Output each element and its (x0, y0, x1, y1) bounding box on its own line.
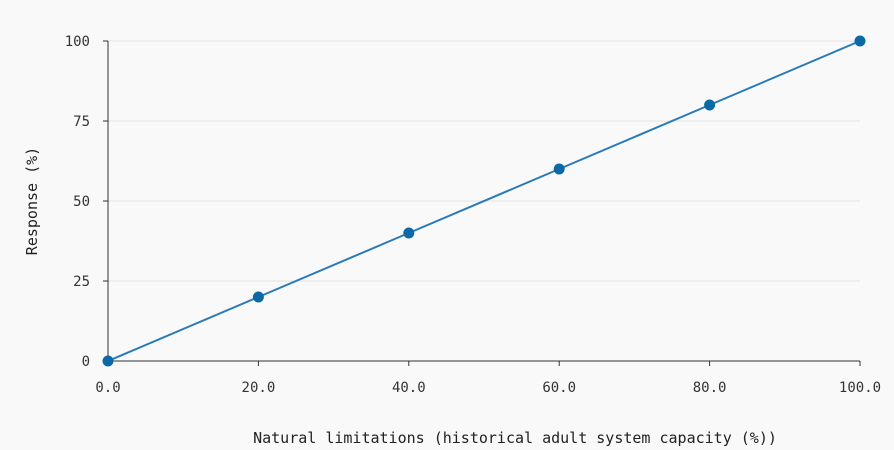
data-point (403, 227, 415, 239)
series (102, 35, 866, 367)
tick-labels: 0 25 50 75 100 0.0 20.0 40.0 60.0 80.0 100.0 (65, 34, 881, 396)
x-tick-label: 0.0 (95, 380, 120, 396)
data-point (102, 355, 114, 367)
x-axis-title: Natural limitations (historical adult sy… (253, 429, 777, 447)
y-tick-label: 0 (82, 354, 90, 370)
y-tick-label: 75 (73, 114, 90, 130)
data-point (553, 163, 565, 175)
x-tick-label: 80.0 (693, 380, 727, 396)
y-axis-title: Response (%) (23, 147, 41, 255)
x-tick-label: 100.0 (839, 380, 881, 396)
data-point (854, 35, 866, 47)
gridlines (108, 40, 860, 282)
x-tick-label: 60.0 (542, 380, 576, 396)
y-tick-label: 100 (65, 34, 90, 50)
data-point (252, 291, 264, 303)
x-tick-label: 40.0 (392, 380, 426, 396)
data-point (704, 99, 716, 111)
series-line (107, 40, 861, 362)
y-tick-label: 50 (73, 194, 90, 210)
y-tick-label: 25 (73, 274, 90, 290)
x-tick-label: 20.0 (242, 380, 276, 396)
